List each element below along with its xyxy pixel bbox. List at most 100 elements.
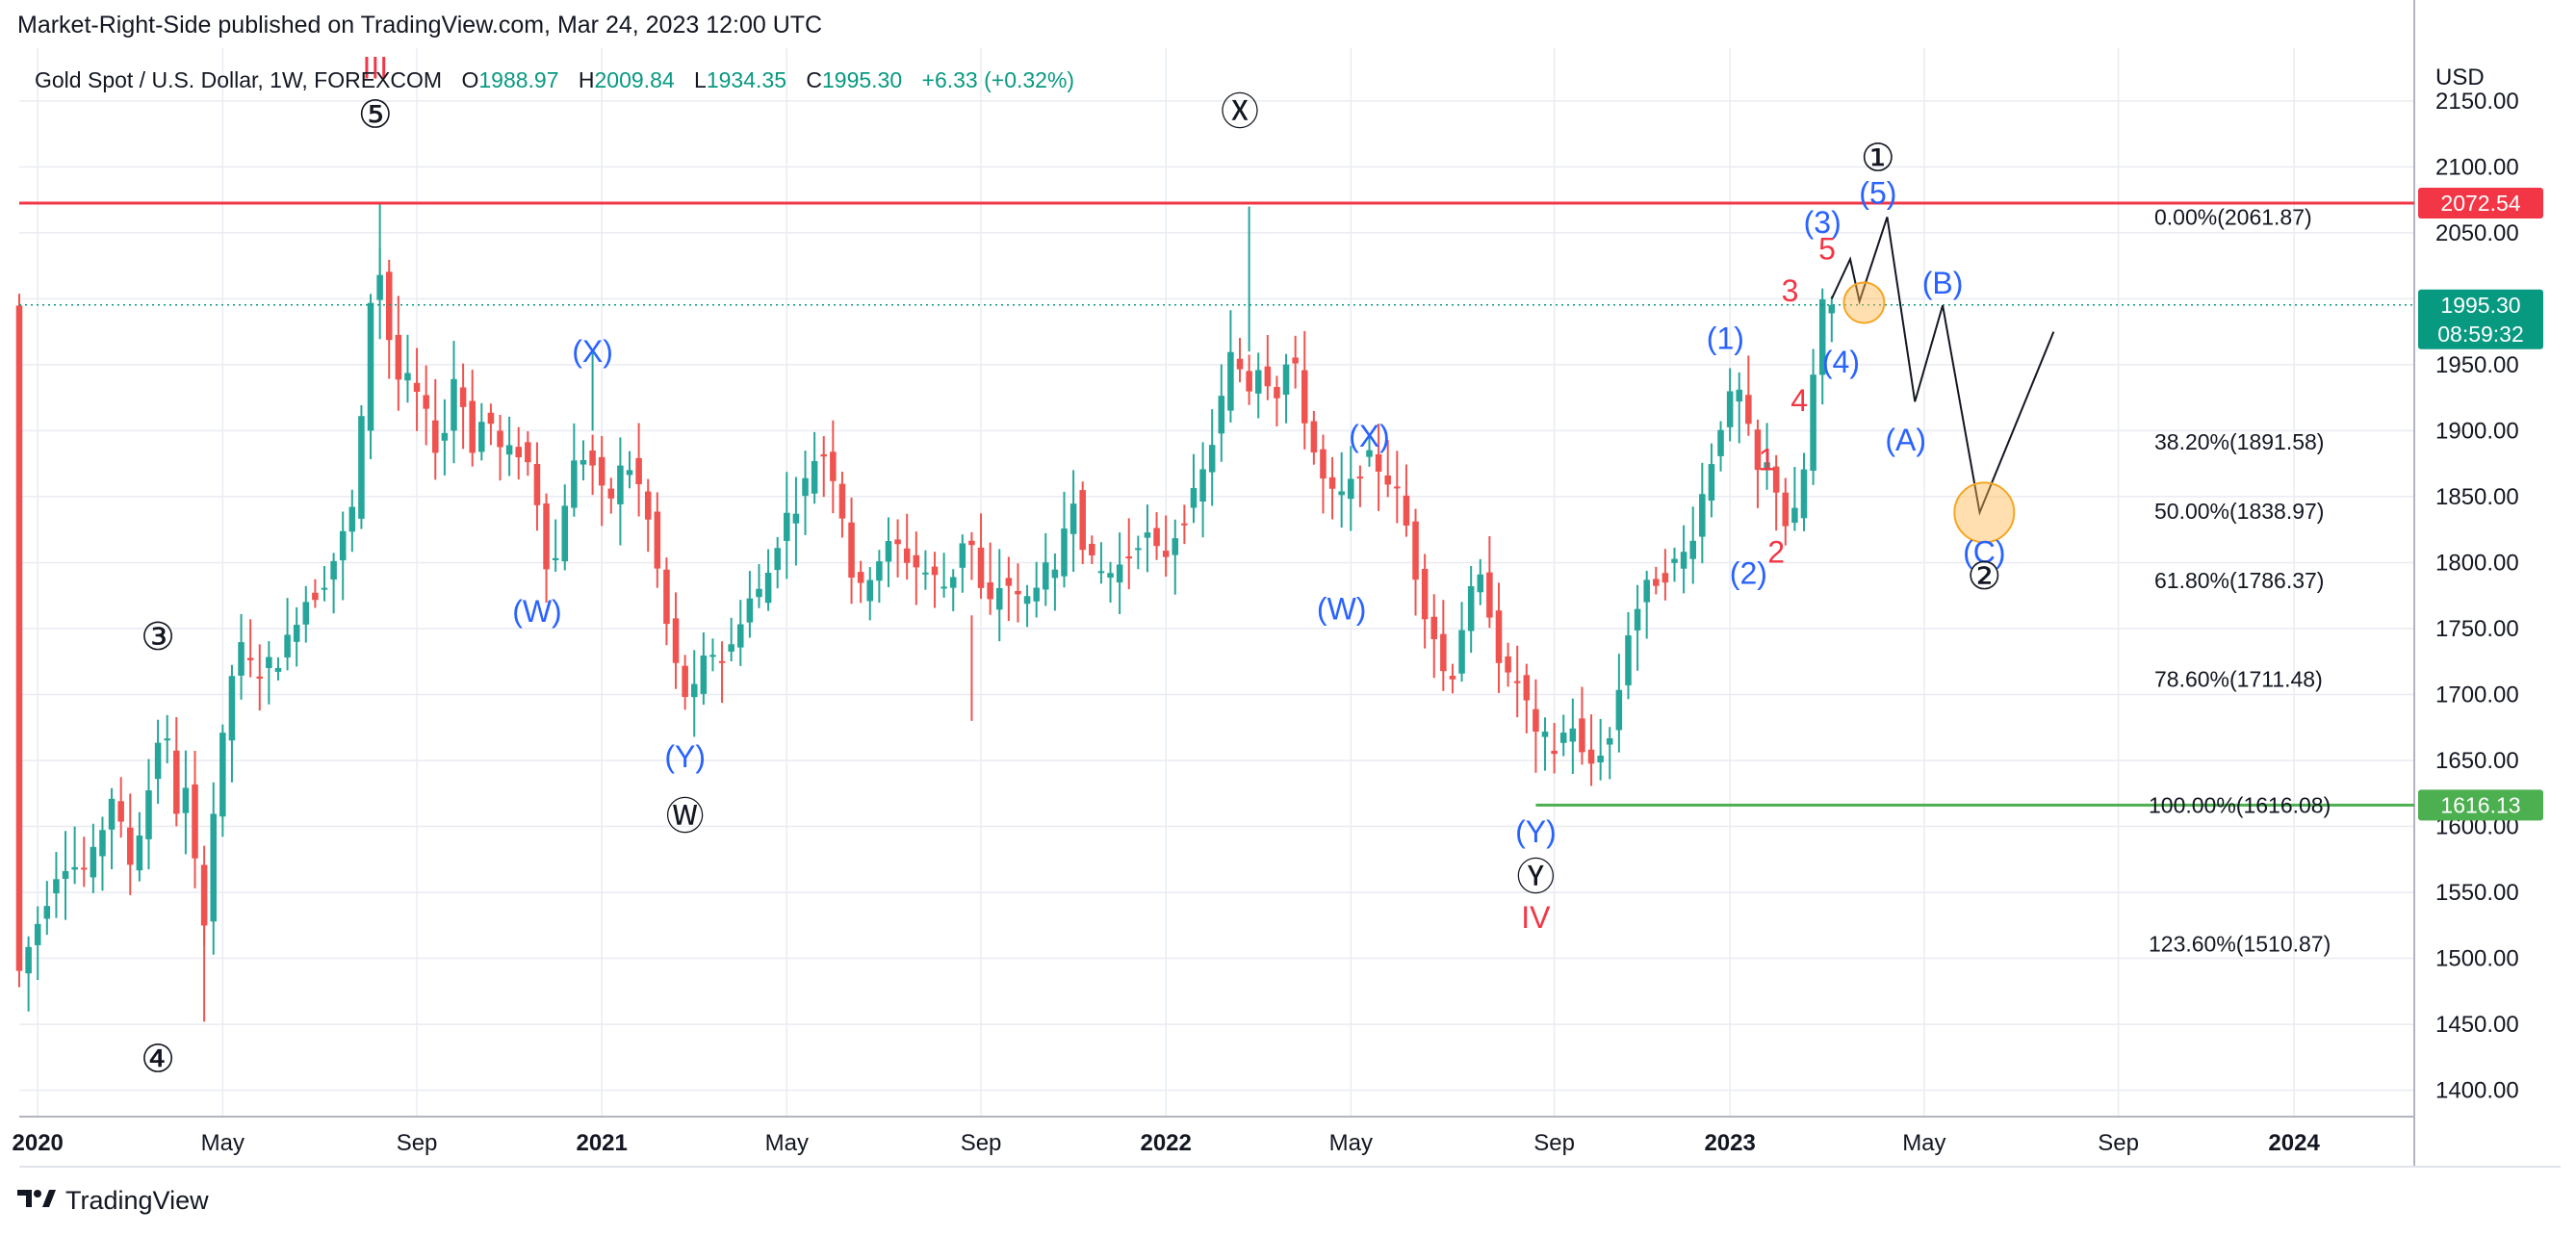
candle-body — [284, 634, 291, 657]
candle — [1708, 443, 1715, 518]
candle — [987, 542, 993, 615]
candle-body — [690, 683, 698, 698]
candle-body — [246, 657, 254, 660]
candle-body — [1625, 635, 1632, 685]
candle-body — [1043, 562, 1049, 590]
candle — [682, 655, 688, 710]
candle-body — [1153, 528, 1160, 547]
candle-body — [1310, 421, 1318, 453]
candle — [1559, 714, 1567, 757]
candle — [718, 641, 726, 704]
candle-body — [108, 798, 116, 830]
wave-label: ④ — [141, 1038, 175, 1080]
candle — [580, 440, 587, 481]
candle-body — [302, 602, 310, 625]
candle-body — [1726, 391, 1734, 427]
candle — [1320, 434, 1327, 514]
candle — [53, 852, 60, 918]
wave-label: 3 — [1782, 273, 1799, 308]
candle — [219, 724, 226, 837]
candle-body — [1477, 574, 1484, 593]
candle — [1736, 372, 1743, 444]
candle-body — [15, 305, 23, 971]
candle-body — [894, 539, 901, 545]
candle-body — [367, 302, 374, 431]
fib-level-label: 100.00%(1616.08) — [2149, 792, 2331, 817]
candle — [312, 579, 319, 608]
candle-body — [857, 572, 864, 583]
candle — [1125, 518, 1133, 590]
candle-body — [848, 522, 855, 579]
candle-body — [589, 451, 596, 466]
candle-body — [1533, 708, 1539, 733]
candle-body — [145, 790, 152, 839]
candle-body — [617, 465, 624, 504]
candle — [1227, 310, 1234, 423]
candle-body — [1486, 572, 1493, 618]
candle — [644, 478, 652, 553]
wave-label: 4 — [1790, 383, 1808, 418]
fib-level-label: 50.00%(1838.97) — [2154, 499, 2324, 524]
projection-path — [1830, 217, 2055, 516]
candle-body — [1467, 585, 1475, 631]
candle — [1328, 456, 1336, 520]
target-circle — [1842, 281, 1886, 324]
wave-label: Ⓧ — [1221, 91, 1259, 134]
candle-body — [1523, 675, 1531, 701]
y-tick-label: 1850.00 — [2435, 484, 2519, 510]
current-price-tag-bg — [2418, 289, 2543, 349]
y-tick-label: 1650.00 — [2435, 748, 2519, 774]
candle — [1430, 594, 1438, 679]
candle-body — [1125, 556, 1133, 559]
candle — [348, 489, 356, 553]
candle-body — [154, 742, 162, 780]
candle — [25, 936, 32, 1012]
candle-body — [62, 870, 69, 879]
candle-body — [1246, 371, 1252, 392]
candle-body — [1818, 299, 1826, 375]
candle-body — [561, 505, 569, 562]
candle — [756, 564, 762, 608]
candle — [62, 831, 69, 920]
candle-body — [404, 373, 411, 381]
candle-body — [977, 547, 985, 588]
symbol-title[interactable]: Gold Spot / U.S. Dollar, 1W, FOREXCOM — [35, 67, 443, 92]
candle-body — [1366, 450, 1373, 457]
candle-body — [1079, 490, 1086, 551]
candle-body — [274, 667, 282, 672]
y-tick-label: 1750.00 — [2435, 616, 2519, 642]
candle — [173, 717, 180, 827]
candle-body — [43, 906, 51, 919]
candle — [497, 414, 503, 481]
candle-body — [210, 813, 217, 922]
candle — [552, 519, 559, 572]
candle-body — [1671, 558, 1678, 563]
publish-header: Market-Right-Side published on TradingVi… — [17, 12, 822, 39]
wave-label: (X) — [1349, 419, 1390, 453]
candle-body — [1254, 370, 1262, 394]
candle-body — [1653, 579, 1660, 586]
x-tick-label: May — [1902, 1130, 1945, 1156]
candle-body — [330, 560, 337, 580]
x-tick-label: May — [765, 1130, 809, 1156]
footer-brand[interactable]: TradingView — [17, 1186, 209, 1216]
candle-body — [1097, 571, 1105, 574]
candle — [80, 837, 88, 888]
candle — [1069, 470, 1077, 572]
low-value: 1934.35 — [706, 67, 786, 92]
candle-body — [1782, 492, 1790, 527]
wave-label: (Y) — [1515, 814, 1557, 849]
candle — [672, 592, 680, 689]
candle — [71, 826, 78, 885]
candle-body — [968, 540, 975, 546]
candle-body — [1810, 374, 1816, 472]
candle-body — [802, 477, 809, 497]
candle — [1356, 465, 1364, 507]
candle-body — [1587, 749, 1595, 764]
candle — [1587, 714, 1595, 786]
candle — [487, 403, 495, 446]
candle — [210, 782, 217, 955]
candle-body — [830, 451, 837, 481]
y-tick-label: 1950.00 — [2435, 352, 2519, 378]
